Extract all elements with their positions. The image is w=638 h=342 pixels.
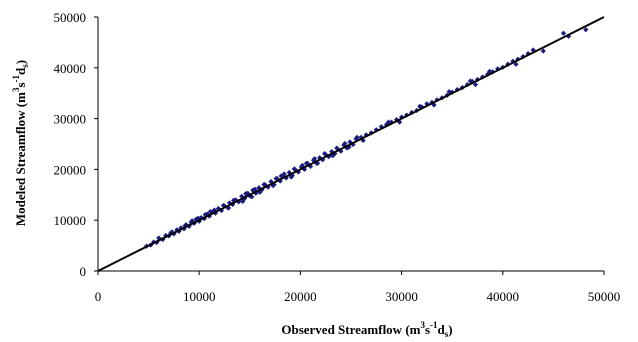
data-point bbox=[424, 101, 430, 107]
data-point bbox=[311, 156, 318, 162]
axes: 0 10000 20000 30000 40000 50000 0 10000 20000 30… bbox=[54, 10, 621, 304]
y-tick-label: 50000 bbox=[54, 10, 87, 25]
y-ticks: 0 10000 20000 30000 40000 50000 bbox=[54, 10, 98, 279]
x-tick-label: 0 bbox=[95, 289, 102, 304]
data-point bbox=[256, 185, 262, 191]
data-point bbox=[583, 27, 589, 33]
data-point bbox=[261, 182, 267, 188]
data-point bbox=[472, 81, 479, 88]
data-point bbox=[560, 30, 567, 36]
data-point bbox=[354, 134, 360, 140]
y-axis-title: Modeled Streamflow (m3s-1ds) bbox=[11, 60, 30, 226]
data-point bbox=[344, 145, 350, 151]
data-point bbox=[540, 48, 546, 54]
x-tick-label: 30000 bbox=[385, 289, 418, 304]
data-point bbox=[303, 160, 310, 166]
y-tick-label: 10000 bbox=[54, 213, 87, 228]
x-tick-label: 10000 bbox=[183, 289, 216, 304]
x-tick-label: 50000 bbox=[588, 289, 621, 304]
data-point bbox=[510, 58, 516, 64]
y-tick-label: 40000 bbox=[54, 61, 87, 76]
data-point bbox=[346, 144, 352, 150]
x-axis-title: Observed Streamflow (m3s-1ds) bbox=[281, 320, 452, 339]
data-point bbox=[385, 119, 392, 125]
data-point bbox=[253, 190, 259, 196]
x-tick-label: 20000 bbox=[284, 289, 317, 304]
data-point bbox=[360, 137, 366, 144]
data-point bbox=[530, 47, 536, 53]
data-point bbox=[378, 124, 384, 130]
y-tick-label: 30000 bbox=[54, 112, 87, 127]
data-point bbox=[565, 33, 572, 39]
data-point bbox=[334, 145, 340, 151]
x-ticks: 0 10000 20000 30000 40000 50000 bbox=[95, 271, 621, 304]
data-point bbox=[399, 114, 405, 120]
data-point bbox=[322, 151, 328, 157]
data-point bbox=[513, 61, 519, 67]
x-tick-label: 40000 bbox=[487, 289, 520, 304]
data-point bbox=[295, 169, 301, 175]
data-point bbox=[342, 140, 348, 147]
data-point bbox=[326, 154, 332, 160]
one-to-one-line bbox=[97, 16, 605, 272]
data-point bbox=[383, 122, 390, 128]
data-point bbox=[347, 139, 353, 145]
data-point bbox=[393, 117, 400, 123]
y-tick-label: 0 bbox=[80, 264, 87, 279]
data-point bbox=[329, 149, 335, 155]
y-tick-label: 20000 bbox=[54, 162, 87, 177]
data-point bbox=[257, 189, 263, 195]
data-point bbox=[467, 78, 474, 84]
data-point bbox=[277, 178, 283, 184]
data-point bbox=[291, 166, 297, 172]
data-point bbox=[317, 155, 323, 161]
